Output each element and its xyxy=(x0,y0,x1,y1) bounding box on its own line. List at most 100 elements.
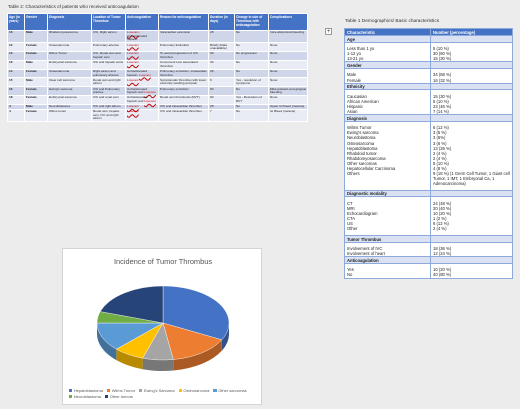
table-row: Echocardiogram 10 (20 %) xyxy=(344,211,513,217)
table-cell: Lovenox xyxy=(125,51,159,61)
value-cell: 3 (6%) xyxy=(430,135,513,141)
table-cell: No xyxy=(234,42,269,53)
table-cell: 28 xyxy=(208,29,235,44)
table2-header-row: Age (in years) Gender Diagnosis Location of… xyxy=(7,13,308,31)
table-cell: IVC and Pulmonary arteries xyxy=(91,86,126,96)
value-cell xyxy=(430,196,513,201)
legend-item: Hepatoblastoma xyxy=(69,388,103,394)
section-title: Diagnosis xyxy=(344,114,431,122)
table-row: Osteosarcoma 3 (6 %) xyxy=(344,140,513,146)
table-row: CTA 1 (2 %) xyxy=(344,216,513,222)
spacer-row xyxy=(344,242,513,247)
value-cell: 1 (2 %) xyxy=(430,216,513,222)
section-title: Anticoagulation xyxy=(344,256,431,264)
legend-item: Neuroblastoma xyxy=(69,394,101,400)
table-cell: 13 xyxy=(7,51,25,61)
table-move-handle-icon[interactable]: + xyxy=(325,28,332,35)
legend-item: Osteosarcoma xyxy=(178,388,210,394)
table-cell: IVC and intracardiac thrombus xyxy=(158,109,209,123)
table-cell: Renal vein and right atrium xyxy=(91,77,126,88)
table-row: 16 Female Ewing's sarcoma IVC and Pulmonary… xyxy=(7,86,308,96)
table-cell: IVC, Right atrium xyxy=(91,29,126,44)
table-cell: 4 xyxy=(7,109,25,123)
legend-swatch xyxy=(104,394,109,399)
table-row: 1-12 yo 30 (60 %) xyxy=(344,51,513,57)
value-cell: 4 (8 %) xyxy=(430,165,513,172)
spacer-row xyxy=(344,231,513,236)
table-cell: Lovenox xyxy=(125,59,159,70)
section-header-row: Diagnostic modality xyxy=(344,189,513,198)
legend-swatch xyxy=(213,388,217,393)
table-cell: Female xyxy=(24,94,48,105)
table-cell: Briefly (Data unavailable) xyxy=(208,42,235,53)
section-title: Gender xyxy=(344,61,431,69)
table-cell: No xyxy=(234,29,269,44)
table-cell: Concurrent Line associated thrombus xyxy=(158,59,209,70)
table-cell: No xyxy=(234,68,269,79)
table-cell: To avoid progression of IVC thrombus xyxy=(158,51,209,61)
table-row: 16 Male Rhabdomyosarcoma IVC, Right atrium L… xyxy=(7,29,308,44)
value-cell: 5 (10 %) xyxy=(430,98,513,104)
pie-slice-side xyxy=(221,323,229,351)
characteristic-cell: Others xyxy=(344,171,431,187)
table-cell: Lovenox xyxy=(125,42,159,53)
table-row: Other 2 (4 %) xyxy=(344,226,513,232)
characteristic-cell: No xyxy=(344,272,431,279)
table-cell: 16 xyxy=(7,59,25,70)
legend-label: Other tumors xyxy=(109,394,134,399)
table-cell: Female xyxy=(24,42,48,53)
section-header-row: Ethnicity xyxy=(344,82,513,91)
table2-header-cell: Location of Tumor Thrombus xyxy=(91,13,126,31)
table-cell: None xyxy=(268,51,308,61)
section-title-value xyxy=(430,189,513,198)
pie-slice-side xyxy=(173,339,222,371)
table-cell: Mild epistaxis and gingival bleeding xyxy=(268,86,308,96)
table-cell: Pulmonary Embolism xyxy=(158,42,209,53)
spellcheck-word: Lovenox xyxy=(127,30,139,35)
pie-slice xyxy=(99,285,164,324)
legend-label: Osteosarcoma xyxy=(183,388,210,393)
table2-body: 16 Male Rhabdomyosarcoma IVC, Right atrium L… xyxy=(7,29,308,123)
table-cell: Wilms Tumor xyxy=(47,51,92,61)
legend-label: Wilms Tumor xyxy=(111,388,136,393)
spacer-row xyxy=(344,89,513,94)
table-row: Others 9 (18 %) (1 Germ Cell Tumor, 1 Gia… xyxy=(344,171,513,187)
table-cell: Intra-abdominal bleeding xyxy=(268,29,308,44)
section-title-value xyxy=(430,235,513,243)
pie-slice-side xyxy=(116,349,143,370)
table-cell: IVC and hepatic veins xyxy=(91,59,126,70)
table-cell: Rhabdomyosarcoma xyxy=(47,29,92,44)
table-cell: No xyxy=(234,109,269,123)
value-cell: 5 (10 %) xyxy=(430,160,513,166)
table-row: Involvement of IVC 18 (36 %) xyxy=(344,246,513,252)
table-cell: None xyxy=(268,68,308,79)
table1-body: Age Less than 1 yo 5 (10 %) 1-12 yo 30 (60 %… xyxy=(344,35,513,279)
table-cell: Lovenox, Unfractionated heparin xyxy=(125,29,159,44)
table-row: No 40 (80 %) xyxy=(344,272,513,279)
table-cell: 28 xyxy=(208,68,235,79)
value-cell xyxy=(430,263,513,268)
legend-item: Wilms Tumor xyxy=(106,388,136,394)
spacer-row xyxy=(344,121,513,126)
spacer-row xyxy=(344,186,513,191)
table-cell: IVC, Renal vein and hepatic vein xyxy=(91,51,126,61)
table-row: 15 Male Clear cell sarcoma Renal vein and r… xyxy=(7,77,308,88)
table-cell: Osteosarcoma xyxy=(47,68,92,79)
section-title-value xyxy=(430,35,513,43)
table-row: 4 Male Neuroblastoma IVC and right atrium Lo… xyxy=(7,103,308,111)
section-header-row: Gender xyxy=(344,61,513,69)
section-header-row: Anticoagulation xyxy=(344,256,513,264)
legend-label: Neuroblastoma xyxy=(73,394,101,399)
table-cell: None xyxy=(268,42,308,53)
header-characteristic: Characteristic xyxy=(344,28,431,36)
table-cell: 90 xyxy=(208,86,235,96)
value-cell: 24 (48 %) xyxy=(430,200,513,207)
table-cell: None xyxy=(268,77,308,88)
value-cell: 2 (4 %) xyxy=(430,150,513,156)
table-row: MRI 20 (40 %) xyxy=(344,206,513,212)
table-row: African American 5 (10 %) xyxy=(344,98,513,104)
section-header-row: Age xyxy=(344,35,513,43)
table-cell: 14 xyxy=(7,68,25,79)
table2-header-cell: Age (in years) xyxy=(7,13,25,31)
spacer-row xyxy=(344,263,513,268)
